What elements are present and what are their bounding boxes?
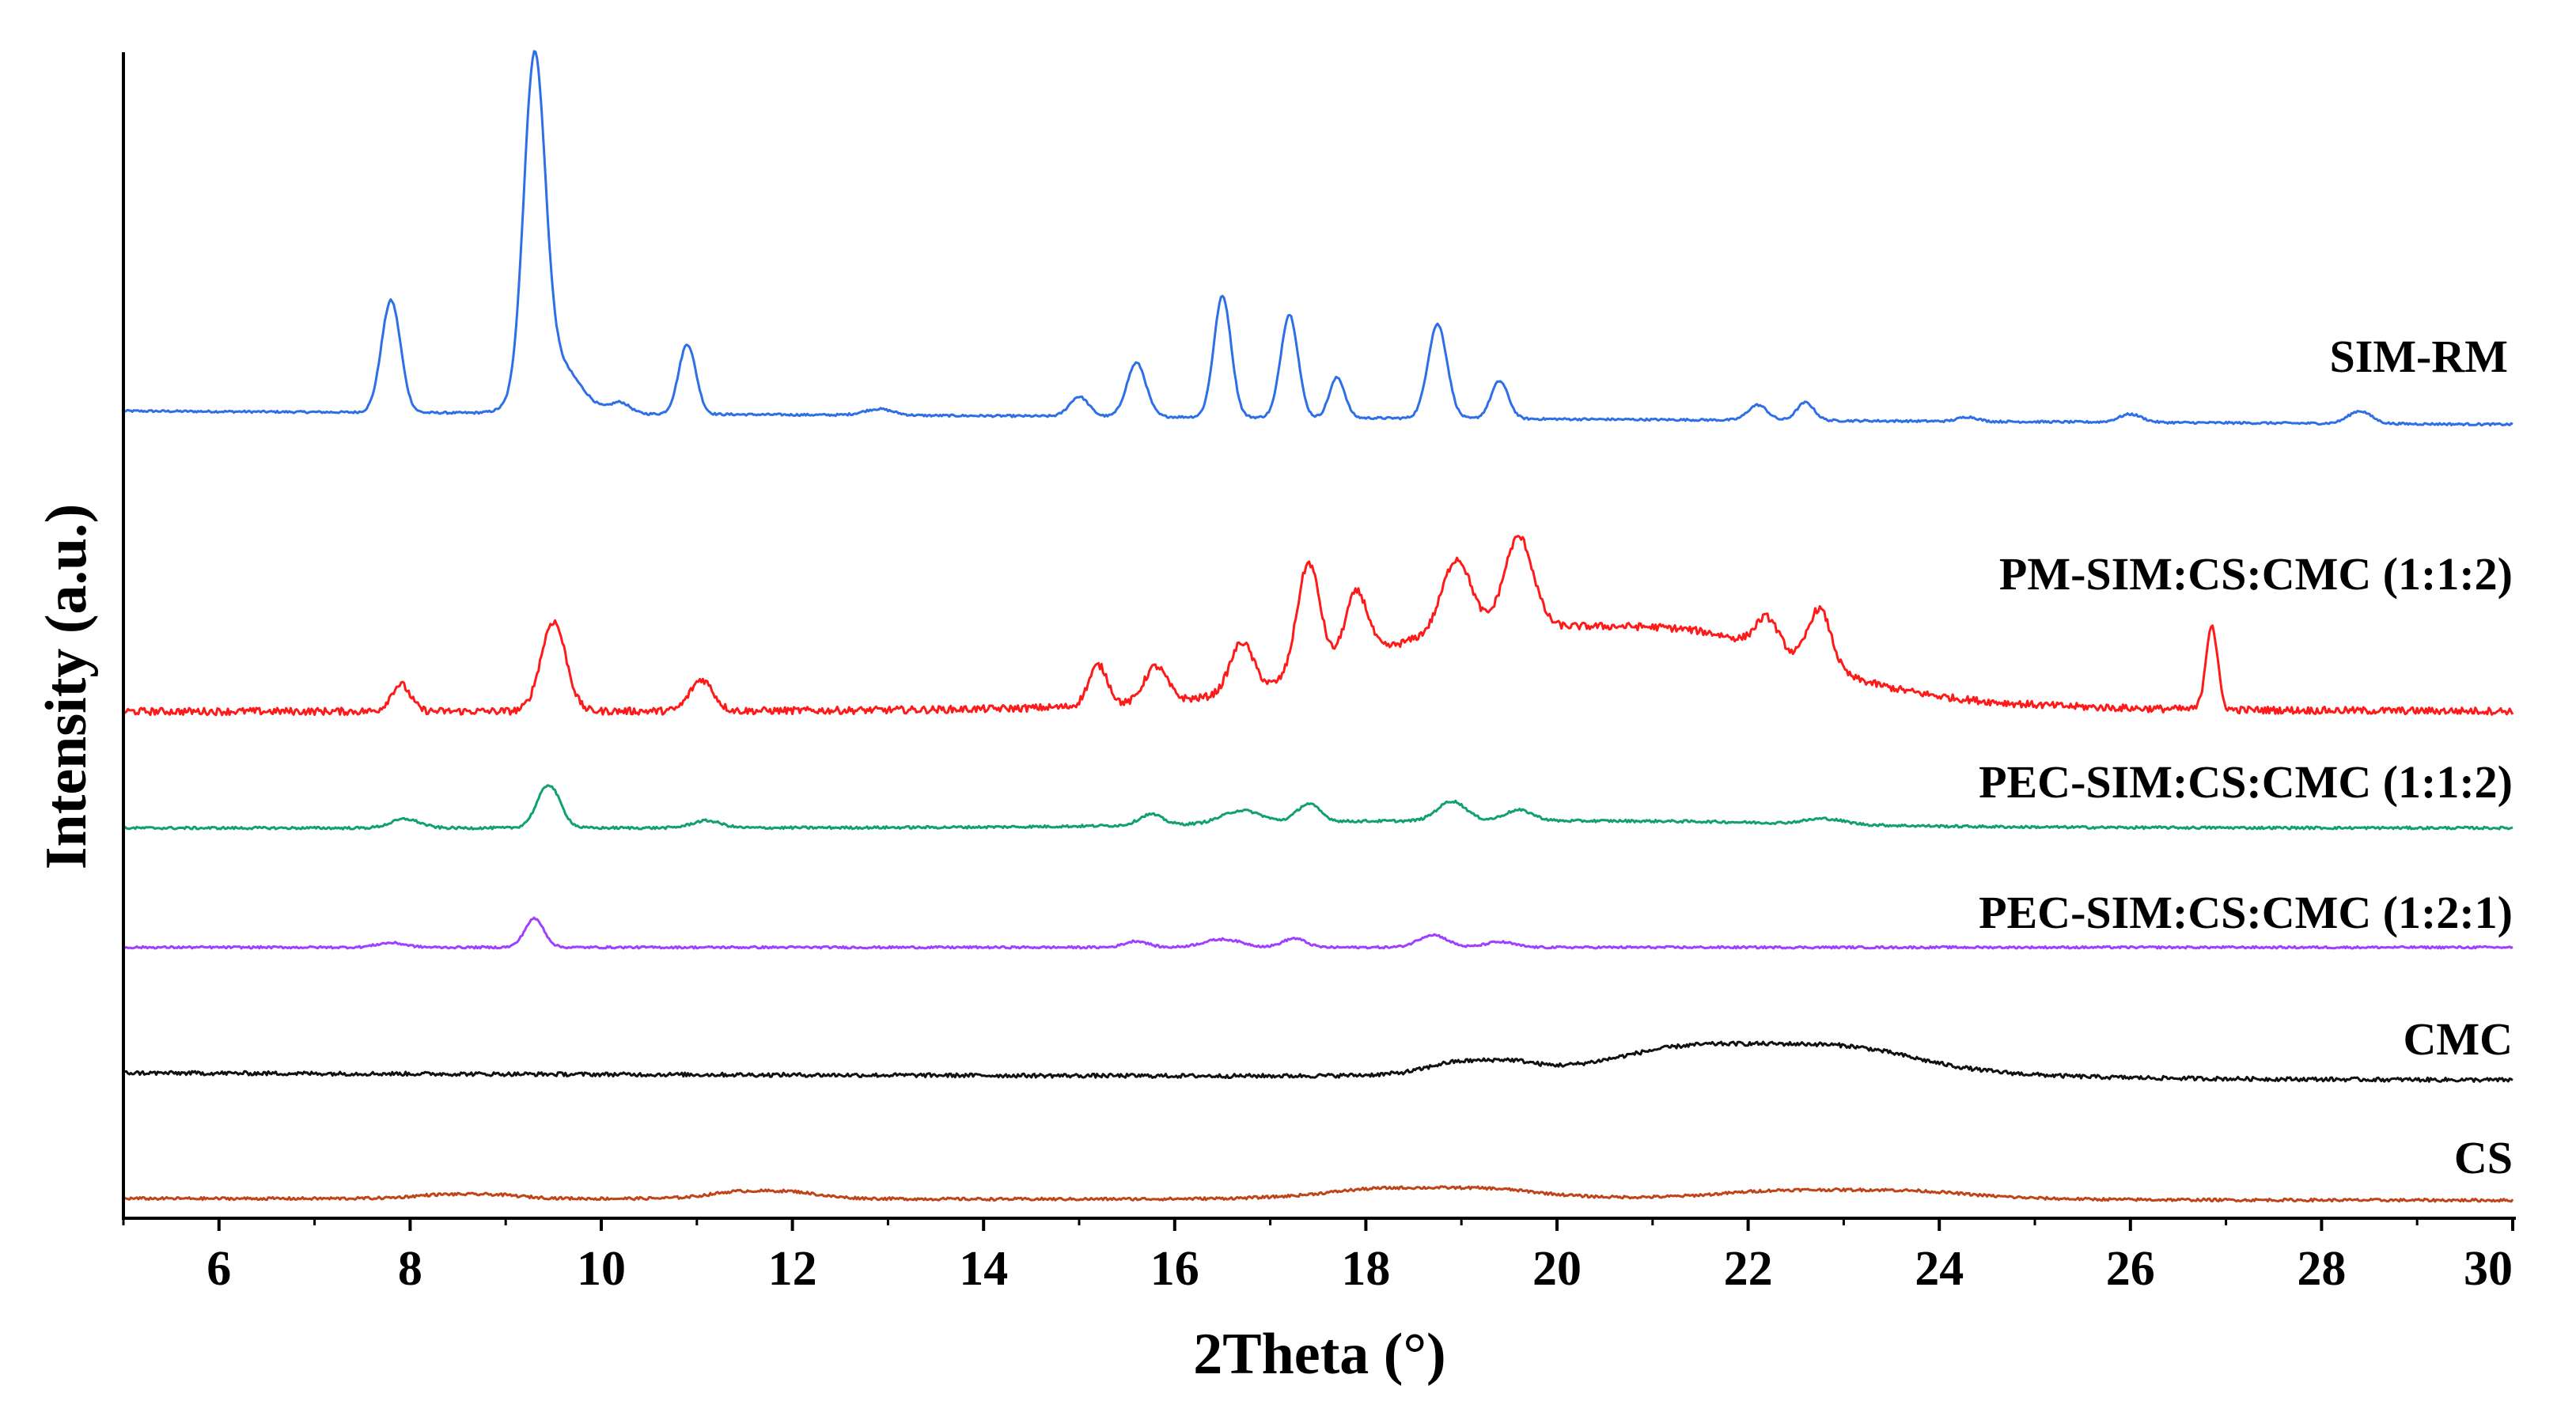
series-label: PM-SIM:CS:CMC (1:1:2) [1999, 548, 2513, 600]
series-label: CS [2454, 1132, 2513, 1183]
x-tick-label: 16 [1150, 1242, 1199, 1296]
x-tick-label: 14 [959, 1242, 1008, 1296]
x-tick-label: 6 [206, 1242, 231, 1296]
x-tick-label: 8 [398, 1242, 422, 1296]
x-tick-label: 26 [2106, 1242, 2155, 1296]
x-axis-ticks [122, 1218, 2514, 1231]
series-line-pm-sim-cs-cmc-1-1-2 [123, 535, 2514, 717]
series-line-cs [123, 1185, 2514, 1203]
series-line-cmc [123, 1040, 2513, 1083]
series-line-sim-rm [123, 50, 2513, 427]
axes: 6 8 10 12 14 16 18 20 22 24 26 28 30 [122, 52, 2516, 1296]
x-tick-label: 24 [1915, 1242, 1964, 1296]
x-tick-label: 18 [1341, 1242, 1390, 1296]
series-label: CMC [2403, 1013, 2513, 1065]
y-axis-title: Intensity (a.u.) [34, 504, 99, 870]
series-labels: SIM-RM PM-SIM:CS:CMC (1:1:2) PEC-SIM:CS:CM… [1979, 331, 2513, 1183]
series-label: PEC-SIM:CS:CMC (1:1:2) [1979, 756, 2513, 808]
series-line-pec-sim-cs-cmc-1-1-2 [123, 784, 2513, 831]
x-axis-tick-labels: 6 8 10 12 14 16 18 20 22 24 26 28 30 [206, 1242, 2513, 1296]
series-traces [123, 50, 2514, 1203]
x-tick-label: 10 [577, 1242, 626, 1296]
x-tick-label: 20 [1532, 1242, 1582, 1296]
series-label: PEC-SIM:CS:CMC (1:2:1) [1979, 887, 2513, 938]
series-line-pec-sim-cs-cmc-1-2-1 [123, 916, 2513, 950]
x-axis-title: 2Theta (°) [1193, 1322, 1445, 1387]
x-tick-label: 12 [768, 1242, 817, 1296]
series-label: SIM-RM [2329, 331, 2508, 382]
x-tick-label: 30 [2464, 1242, 2513, 1296]
x-tick-label: 28 [2297, 1242, 2346, 1296]
x-tick-label: 22 [1724, 1242, 1773, 1296]
